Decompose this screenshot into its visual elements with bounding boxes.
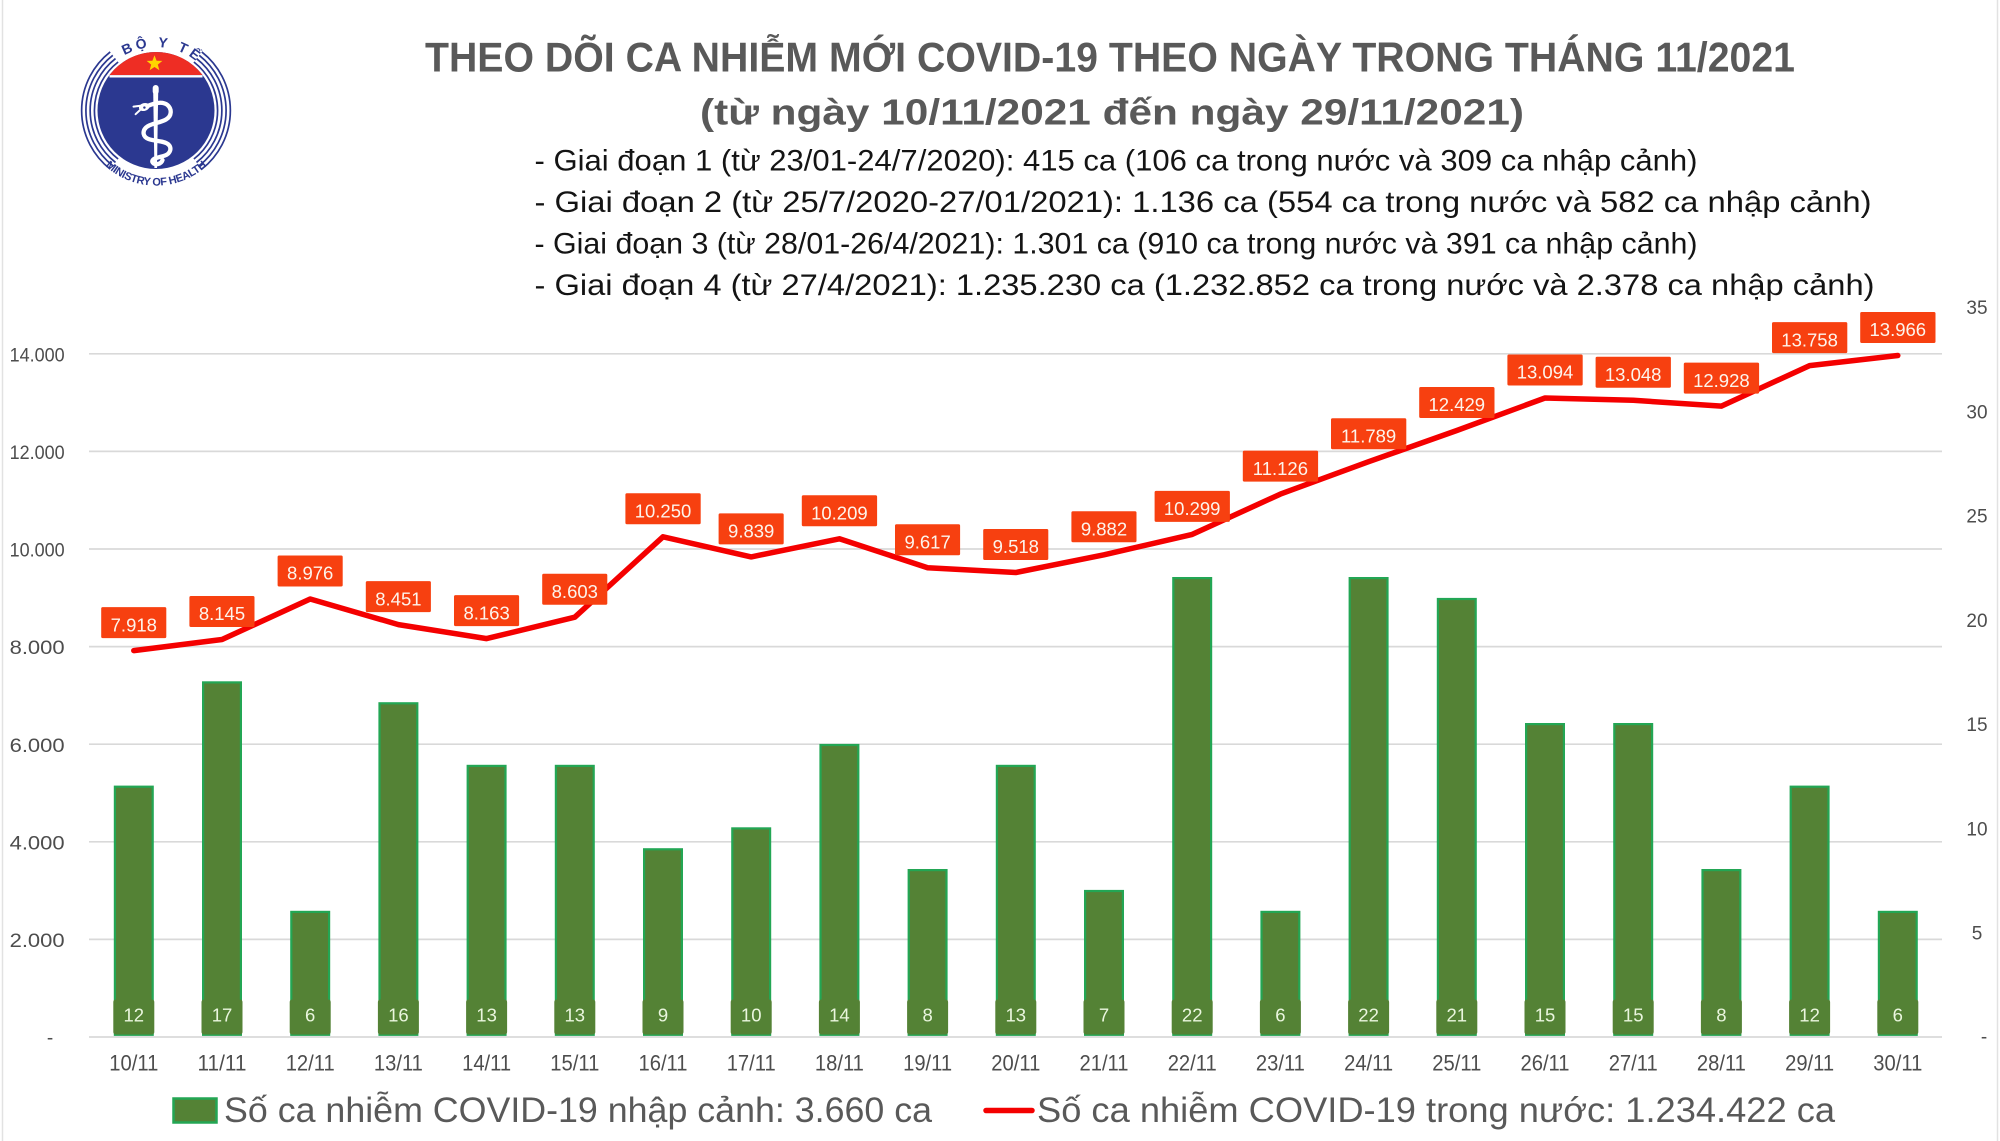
svg-text:-: - xyxy=(47,1028,53,1049)
svg-text:- Giai đoạn 1 (từ 23/01-24/7/2: - Giai đoạn 1 (từ 23/01-24/7/2020): 415 … xyxy=(535,144,1698,177)
svg-text:-: - xyxy=(1981,1027,1987,1048)
svg-text:8.000: 8.000 xyxy=(10,638,65,659)
svg-text:17: 17 xyxy=(212,1004,233,1025)
svg-text:8.145: 8.145 xyxy=(199,603,245,624)
svg-text:30/11: 30/11 xyxy=(1873,1051,1922,1076)
svg-text:15/11: 15/11 xyxy=(550,1051,599,1076)
svg-text:12: 12 xyxy=(1799,1004,1820,1025)
svg-text:13/11: 13/11 xyxy=(374,1051,423,1076)
svg-text:13: 13 xyxy=(476,1004,497,1025)
svg-text:25: 25 xyxy=(1966,507,1987,528)
svg-text:8.603: 8.603 xyxy=(552,581,598,602)
svg-text:10.209: 10.209 xyxy=(811,503,868,524)
svg-text:8: 8 xyxy=(1716,1004,1726,1025)
svg-text:22: 22 xyxy=(1358,1004,1379,1025)
svg-text:21/11: 21/11 xyxy=(1080,1051,1129,1076)
svg-text:6: 6 xyxy=(1893,1004,1903,1025)
svg-text:15: 15 xyxy=(1535,1004,1556,1025)
svg-text:22/11: 22/11 xyxy=(1168,1051,1217,1076)
svg-text:16/11: 16/11 xyxy=(639,1051,688,1076)
svg-text:- Giai đoạn 2 (từ 25/7/2020-27: - Giai đoạn 2 (từ 25/7/2020-27/01/2021):… xyxy=(535,186,1872,219)
svg-text:7: 7 xyxy=(1099,1004,1109,1025)
svg-text:9.518: 9.518 xyxy=(993,536,1039,557)
svg-text:14: 14 xyxy=(829,1004,850,1025)
svg-text:(từ ngày 10/11/2021 đến ngày 2: (từ ngày 10/11/2021 đến ngày 29/11/2021) xyxy=(700,92,1524,133)
svg-text:29/11: 29/11 xyxy=(1785,1051,1834,1076)
svg-text:18/11: 18/11 xyxy=(815,1051,864,1076)
svg-text:12.429: 12.429 xyxy=(1429,394,1486,415)
svg-text:20/11: 20/11 xyxy=(991,1051,1040,1076)
svg-text:THEO DÕI CA NHIỄM MỚI COVID-19: THEO DÕI CA NHIỄM MỚI COVID-19 THEO NGÀY… xyxy=(425,34,1795,81)
svg-text:10.000: 10.000 xyxy=(10,541,65,562)
svg-text:13.048: 13.048 xyxy=(1605,364,1662,385)
svg-text:12.928: 12.928 xyxy=(1693,370,1750,391)
svg-text:11.126: 11.126 xyxy=(1253,458,1308,479)
svg-text:8.163: 8.163 xyxy=(463,602,509,623)
svg-text:10/11: 10/11 xyxy=(109,1051,158,1076)
svg-text:2.000: 2.000 xyxy=(10,931,65,952)
svg-text:19/11: 19/11 xyxy=(903,1051,952,1076)
svg-text:23/11: 23/11 xyxy=(1256,1051,1305,1076)
svg-text:20: 20 xyxy=(1966,611,1987,632)
svg-text:15: 15 xyxy=(1623,1004,1644,1025)
svg-text:16: 16 xyxy=(388,1004,409,1025)
svg-text:- Giai đoạn 3 (từ 28/01-26/4/2: - Giai đoạn 3 (từ 28/01-26/4/2021): 1.30… xyxy=(535,227,1698,260)
svg-text:6: 6 xyxy=(1275,1004,1285,1025)
svg-text:5: 5 xyxy=(1972,924,1983,945)
svg-text:13: 13 xyxy=(1006,1004,1027,1025)
svg-text:9: 9 xyxy=(658,1004,668,1025)
svg-text:13.966: 13.966 xyxy=(1870,319,1927,340)
svg-text:24/11: 24/11 xyxy=(1344,1051,1393,1076)
svg-text:- Giai đoạn 4 (từ 27/4/2021):: - Giai đoạn 4 (từ 27/4/2021): 1.235.230 … xyxy=(535,269,1875,302)
svg-text:11/11: 11/11 xyxy=(198,1051,247,1076)
svg-text:26/11: 26/11 xyxy=(1521,1051,1570,1076)
svg-text:28/11: 28/11 xyxy=(1697,1051,1746,1076)
svg-text:10: 10 xyxy=(741,1004,762,1025)
svg-text:7.918: 7.918 xyxy=(111,614,157,635)
svg-text:12: 12 xyxy=(124,1004,145,1025)
svg-text:8.976: 8.976 xyxy=(287,563,333,584)
svg-text:12/11: 12/11 xyxy=(286,1051,335,1076)
svg-text:30: 30 xyxy=(1966,402,1987,423)
svg-text:27/11: 27/11 xyxy=(1609,1051,1658,1076)
svg-text:14.000: 14.000 xyxy=(10,345,65,366)
svg-text:6.000: 6.000 xyxy=(10,736,65,757)
svg-text:22: 22 xyxy=(1182,1004,1203,1025)
svg-text:8.451: 8.451 xyxy=(375,588,421,609)
svg-text:Số ca nhiễm COVID-19 nhập cảnh: Số ca nhiễm COVID-19 nhập cảnh: 3.660 ca xyxy=(224,1091,933,1130)
svg-text:Số ca nhiễm COVID-19 trong nướ: Số ca nhiễm COVID-19 trong nước: 1.234.4… xyxy=(1037,1091,1836,1130)
svg-text:14/11: 14/11 xyxy=(462,1051,511,1076)
svg-text:8: 8 xyxy=(922,1004,932,1025)
svg-text:10: 10 xyxy=(1966,819,1987,840)
svg-text:13: 13 xyxy=(565,1004,586,1025)
svg-text:10.299: 10.299 xyxy=(1164,498,1221,519)
svg-text:4.000: 4.000 xyxy=(10,833,65,854)
svg-text:9.839: 9.839 xyxy=(728,521,774,542)
svg-text:13.094: 13.094 xyxy=(1517,362,1574,383)
svg-text:11.789: 11.789 xyxy=(1341,425,1396,446)
svg-text:13.758: 13.758 xyxy=(1781,329,1838,350)
svg-text:21: 21 xyxy=(1447,1004,1468,1025)
svg-text:9.617: 9.617 xyxy=(904,531,950,552)
svg-text:9.882: 9.882 xyxy=(1081,519,1127,540)
svg-text:6: 6 xyxy=(305,1004,315,1025)
svg-text:25/11: 25/11 xyxy=(1432,1051,1481,1076)
svg-text:17/11: 17/11 xyxy=(727,1051,776,1076)
svg-text:15: 15 xyxy=(1966,715,1987,736)
svg-text:10.250: 10.250 xyxy=(635,501,692,522)
svg-text:12.000: 12.000 xyxy=(10,443,65,464)
svg-text:35: 35 xyxy=(1966,298,1987,319)
